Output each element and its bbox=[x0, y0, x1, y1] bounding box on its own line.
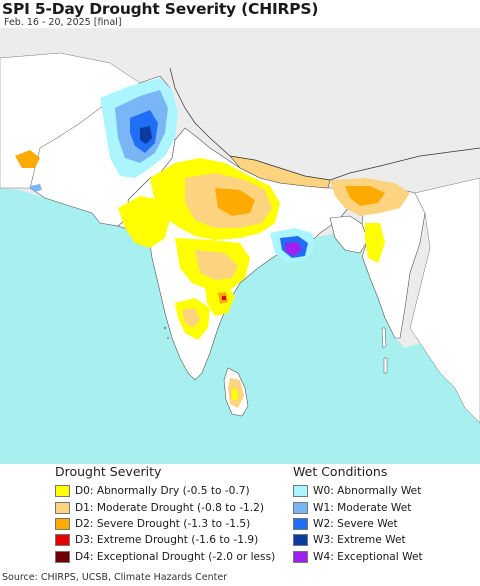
bangladesh bbox=[329, 215, 369, 254]
legend-item-d4: D4: Exceptional Drought (-2.0 or less) bbox=[55, 549, 275, 565]
legend-item-w0: W0: Abnormally Wet bbox=[293, 483, 423, 499]
legend-swatch-w2 bbox=[293, 517, 308, 530]
legend-item-d0: D0: Abnormally Dry (-0.5 to -0.7) bbox=[55, 483, 275, 499]
drought-legend-heading: Drought Severity bbox=[55, 464, 162, 479]
legend-item-d3: D3: Extreme Drought (-1.6 to -1.9) bbox=[55, 532, 275, 548]
legend-item-d2: D2: Severe Drought (-1.3 to -1.5) bbox=[55, 516, 275, 532]
legend-swatch-d4 bbox=[55, 550, 70, 563]
legend-swatch-w1 bbox=[293, 501, 308, 514]
legend-label-w1: W1: Moderate Wet bbox=[313, 501, 412, 514]
legend-item-w3: W3: Extreme Wet bbox=[293, 532, 423, 548]
legend-label-w4: W4: Exceptional Wet bbox=[313, 550, 423, 563]
legend-item-w2: W2: Severe Wet bbox=[293, 516, 423, 532]
legend-label-d0: D0: Abnormally Dry (-0.5 to -0.7) bbox=[75, 485, 250, 498]
legend-label-w2: W2: Severe Wet bbox=[313, 517, 398, 530]
ocean bbox=[0, 188, 480, 464]
drought-map bbox=[0, 28, 480, 464]
wet-legend-heading: Wet Conditions bbox=[293, 464, 388, 479]
legend-swatch-w0 bbox=[293, 485, 308, 498]
legend-label-w0: W0: Abnormally Wet bbox=[313, 485, 422, 498]
legend-item-d1: D1: Moderate Drought (-0.8 to -1.2) bbox=[55, 499, 275, 515]
legend-label-d1: D1: Moderate Drought (-0.8 to -1.2) bbox=[75, 501, 264, 514]
legend-item-w4: W4: Exceptional Wet bbox=[293, 549, 423, 565]
legend-label-d3: D3: Extreme Drought (-1.6 to -1.9) bbox=[75, 534, 259, 547]
legend-swatch-w3 bbox=[293, 534, 308, 547]
legend-item-w1: W1: Moderate Wet bbox=[293, 499, 423, 515]
map-title: SPI 5-Day Drought Severity (CHIRPS) bbox=[2, 0, 319, 18]
legend-swatch-d1 bbox=[55, 501, 70, 514]
source-credit: Source: CHIRPS, UCSB, Climate Hazards Ce… bbox=[2, 572, 228, 583]
legend-swatch-d3 bbox=[55, 534, 70, 547]
map-subtitle: Feb. 16 - 20, 2025 [final] bbox=[4, 17, 122, 28]
legend-swatch-d0 bbox=[55, 485, 70, 498]
legend-label-d4: D4: Exceptional Drought (-2.0 or less) bbox=[75, 550, 276, 563]
drought-legend: Drought Severity D0: Abnormally Dry (-0.… bbox=[55, 464, 275, 565]
drought-map-svg bbox=[0, 28, 480, 464]
legend-label-w3: W3: Extreme Wet bbox=[313, 534, 406, 547]
wet-legend: Wet Conditions W0: Abnormally Wet W1: Mo… bbox=[293, 464, 423, 565]
legend-swatch-d2 bbox=[55, 517, 70, 530]
legend-swatch-w4 bbox=[293, 550, 308, 563]
legend-label-d2: D2: Severe Drought (-1.3 to -1.5) bbox=[75, 517, 251, 530]
